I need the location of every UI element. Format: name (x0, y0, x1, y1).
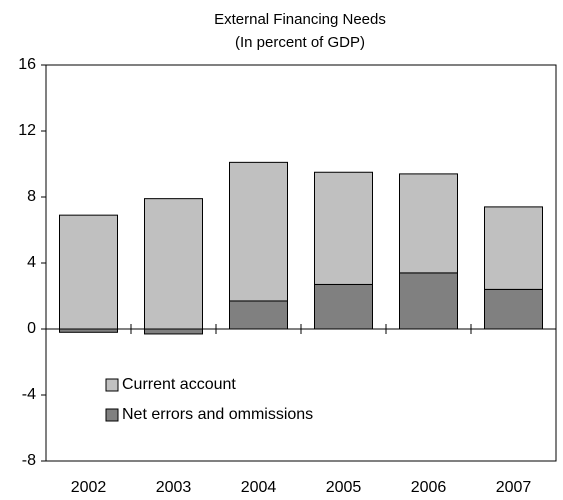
plot-frame (45, 64, 557, 462)
bar-segment (314, 171, 373, 285)
x-tick-label: 2005 (326, 479, 362, 496)
bar-segment (484, 288, 543, 330)
x-tick-label: 2004 (241, 479, 277, 496)
legend-label: Net errors and ommissions (122, 406, 313, 423)
legend-swatch (105, 408, 119, 422)
bar-segment (229, 161, 288, 302)
bar-segment (229, 300, 288, 330)
bar-segment (399, 272, 458, 330)
y-tick-label: 4 (27, 254, 36, 271)
x-tick-label: 2003 (156, 479, 192, 496)
y-tick-label: -8 (22, 452, 36, 469)
chart-subtitle: (In percent of GDP) (235, 34, 365, 51)
y-tick-label: -4 (22, 386, 36, 403)
chart-title: External Financing Needs (214, 11, 386, 28)
bar-segment (59, 214, 118, 330)
bar-segment (144, 328, 203, 335)
x-tick-label: 2006 (411, 479, 447, 496)
y-tick-label: 8 (27, 188, 36, 205)
legend-label: Current account (122, 376, 236, 393)
bar-segment (399, 173, 458, 274)
y-tick-label: 16 (18, 56, 36, 73)
bar-segment (144, 198, 203, 330)
bar-segment (314, 283, 373, 330)
x-tick-label: 2002 (71, 479, 107, 496)
y-tick-label: 0 (27, 320, 36, 337)
legend-swatch (105, 378, 119, 392)
y-tick-label: 12 (18, 122, 36, 139)
bar-segment (484, 206, 543, 290)
x-tick-label: 2007 (496, 479, 532, 496)
